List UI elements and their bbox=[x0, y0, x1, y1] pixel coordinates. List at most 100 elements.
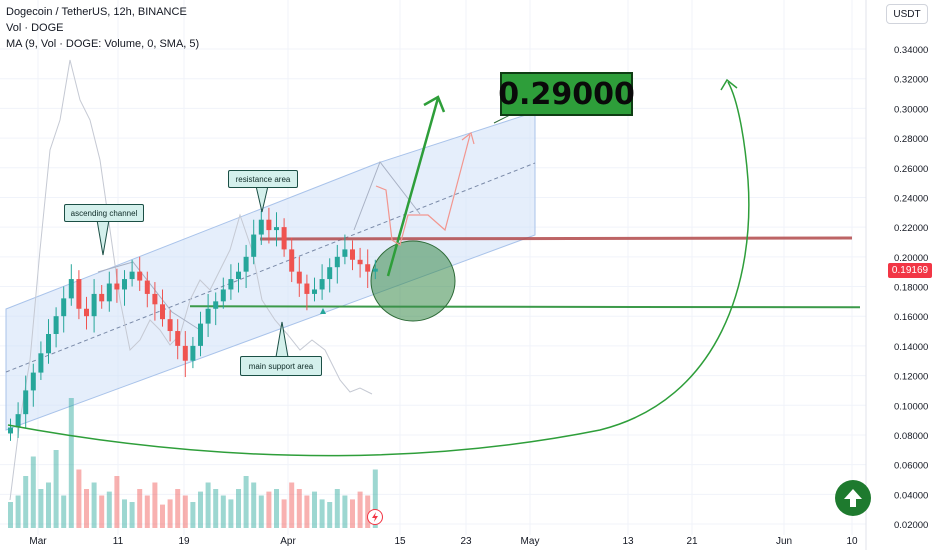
candle-body bbox=[8, 427, 13, 434]
symbol-title[interactable]: Dogecoin / TetherUS, 12h, BINANCE bbox=[6, 6, 187, 18]
price-axis-tick: 0.18000 bbox=[894, 283, 928, 294]
volume-bar bbox=[152, 482, 158, 528]
volume-bar bbox=[106, 491, 112, 528]
lightning-icon[interactable] bbox=[367, 509, 383, 525]
volume-bar bbox=[274, 489, 279, 528]
time-axis-tick: 23 bbox=[460, 536, 472, 547]
price-axis-tick: 0.32000 bbox=[894, 75, 928, 86]
volume-bar bbox=[76, 469, 82, 528]
time-axis-tick: 13 bbox=[622, 536, 634, 547]
volume-bar bbox=[289, 482, 295, 528]
ma-legend[interactable]: MA (9, Vol · DOGE: Volume, 0, SMA, 5) bbox=[6, 38, 200, 50]
volume-bar bbox=[205, 482, 211, 528]
volume-bar bbox=[251, 482, 257, 528]
volume-bar bbox=[175, 489, 181, 528]
candle-body bbox=[350, 249, 355, 260]
time-axis-tick: 15 bbox=[394, 536, 406, 547]
price-axis-tick: 0.02000 bbox=[894, 520, 928, 531]
price-axis-tick: 0.12000 bbox=[894, 372, 928, 383]
volume-bar bbox=[228, 499, 234, 528]
candle-body bbox=[91, 293, 97, 317]
target-price-label: 0.29000 bbox=[498, 72, 635, 116]
accumulation-zone bbox=[370, 240, 456, 322]
price-axis-tick: 0.26000 bbox=[894, 164, 928, 175]
volume-bar bbox=[160, 504, 165, 528]
volume-bar bbox=[129, 502, 135, 528]
time-axis-tick: 19 bbox=[178, 536, 190, 547]
volume-bar bbox=[372, 469, 378, 528]
time-axis-tick: Jun bbox=[776, 536, 792, 547]
candle-body bbox=[30, 372, 36, 391]
price-axis-tick: 0.08000 bbox=[894, 431, 928, 442]
candle-body bbox=[61, 298, 67, 317]
candle-body bbox=[243, 256, 249, 272]
volume-bar bbox=[99, 495, 105, 528]
time-axis-tick: May bbox=[521, 536, 540, 547]
candle-body bbox=[251, 234, 257, 257]
candle-body bbox=[274, 227, 279, 231]
candle-body bbox=[122, 279, 127, 290]
candle-body bbox=[53, 316, 59, 334]
candle-body bbox=[152, 293, 158, 305]
projection-arrow bbox=[386, 97, 440, 277]
projection-path bbox=[375, 134, 471, 246]
price-axis-tick: 0.06000 bbox=[894, 461, 928, 472]
volume-bar bbox=[198, 491, 203, 528]
volume-bar bbox=[258, 495, 264, 528]
long-term-arc bbox=[7, 81, 750, 457]
volume-bar bbox=[23, 476, 29, 528]
time-axis-tick: Mar bbox=[29, 536, 47, 547]
candle-body bbox=[304, 283, 310, 294]
volume-bar bbox=[213, 489, 219, 528]
chart-legend: Dogecoin / TetherUS, 12h, BINANCE Vol · … bbox=[6, 4, 199, 52]
candle-body bbox=[23, 390, 29, 415]
price-axis-tick: 0.34000 bbox=[894, 45, 928, 56]
channel-midline bbox=[5, 162, 536, 373]
ascending-channel-pointer bbox=[96, 219, 110, 256]
candle-body bbox=[319, 279, 325, 290]
candle-body bbox=[175, 331, 181, 346]
volume-bar bbox=[61, 495, 67, 528]
time-axis-tick: 21 bbox=[686, 536, 698, 547]
volume-bar bbox=[296, 489, 302, 528]
candle-body bbox=[357, 259, 363, 265]
candle-body bbox=[182, 345, 188, 361]
projection-arrowhead bbox=[423, 95, 446, 113]
candle-body bbox=[198, 323, 203, 346]
time-axis-tick: Apr bbox=[280, 536, 296, 547]
candle-body bbox=[342, 249, 348, 257]
volume-bar bbox=[167, 499, 173, 528]
time-axis-tick: 11 bbox=[113, 536, 124, 547]
candle-body bbox=[46, 334, 51, 354]
candle-body bbox=[129, 271, 135, 280]
candle-body bbox=[84, 308, 89, 317]
currency-button[interactable]: USDT bbox=[886, 4, 928, 24]
volume-bar bbox=[137, 489, 143, 528]
candle-body bbox=[99, 293, 105, 302]
main-support-area-callout: main support area bbox=[240, 356, 322, 376]
price-axis-tick: 0.24000 bbox=[894, 193, 928, 204]
volume-bar bbox=[243, 476, 249, 528]
volume-bar bbox=[53, 450, 59, 528]
ascending-channel bbox=[5, 111, 536, 431]
candle-body bbox=[228, 279, 234, 290]
volume-legend[interactable]: Vol · DOGE bbox=[6, 22, 64, 34]
candle-body bbox=[220, 289, 226, 302]
price-axis-tick: 0.28000 bbox=[894, 134, 928, 145]
price-axis-tick: 0.20000 bbox=[894, 253, 928, 264]
volume-bar bbox=[122, 499, 127, 528]
candle-body bbox=[289, 249, 295, 272]
candle-body bbox=[365, 264, 371, 272]
volume-bar bbox=[342, 495, 348, 528]
arrow-up-circle-icon bbox=[835, 480, 871, 516]
volume-bar bbox=[266, 491, 272, 528]
candle-body bbox=[190, 345, 196, 361]
candle-body bbox=[372, 268, 378, 272]
pattern-line bbox=[353, 160, 421, 231]
candle-body bbox=[167, 319, 173, 332]
volume-bar bbox=[357, 491, 363, 528]
pattern-line bbox=[97, 261, 201, 331]
candle-body bbox=[160, 304, 165, 320]
volume-bar bbox=[144, 495, 150, 528]
